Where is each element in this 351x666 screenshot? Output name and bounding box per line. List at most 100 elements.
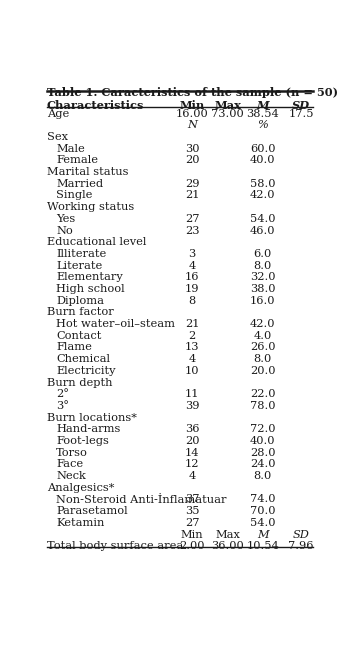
Text: 42.0: 42.0 [250, 319, 276, 329]
Text: 74.0: 74.0 [250, 494, 276, 504]
Text: 4: 4 [188, 354, 196, 364]
Text: 6.0: 6.0 [254, 249, 272, 259]
Text: Neck: Neck [56, 471, 86, 481]
Text: 28.0: 28.0 [250, 448, 276, 458]
Text: 36.00: 36.00 [211, 541, 244, 551]
Text: 12: 12 [185, 460, 199, 470]
Text: High school: High school [56, 284, 125, 294]
Text: 22.0: 22.0 [250, 389, 276, 399]
Text: Burn factor: Burn factor [47, 308, 113, 318]
Text: 54.0: 54.0 [250, 518, 276, 528]
Text: 7.96: 7.96 [288, 541, 314, 551]
Text: 16.0: 16.0 [250, 296, 276, 306]
Text: 39: 39 [185, 401, 199, 411]
Text: 8.0: 8.0 [254, 354, 272, 364]
Text: 32.0: 32.0 [250, 272, 276, 282]
Text: 38.54: 38.54 [246, 109, 279, 119]
Text: 23: 23 [185, 226, 199, 236]
Text: Torso: Torso [56, 448, 88, 458]
Text: 26.0: 26.0 [250, 342, 276, 352]
Text: %: % [258, 121, 268, 131]
Text: Working status: Working status [47, 202, 134, 212]
Text: 21: 21 [185, 319, 199, 329]
Text: Illiterate: Illiterate [56, 249, 106, 259]
Text: Table 1. Caracteristics of the sample (n = 50): Table 1. Caracteristics of the sample (n… [47, 87, 338, 98]
Text: 73.00: 73.00 [211, 109, 244, 119]
Text: Diploma: Diploma [56, 296, 104, 306]
Text: Characteristics: Characteristics [47, 101, 144, 111]
Text: 16: 16 [185, 272, 199, 282]
Text: SD: SD [292, 101, 310, 111]
Text: Sex: Sex [47, 132, 68, 142]
Text: M: M [257, 529, 269, 539]
Text: 4: 4 [188, 471, 196, 481]
Text: 3: 3 [188, 249, 196, 259]
Text: 8: 8 [188, 296, 196, 306]
Text: Married: Married [56, 178, 103, 188]
Text: 11: 11 [185, 389, 199, 399]
Text: 60.0: 60.0 [250, 144, 276, 154]
Text: 16.00: 16.00 [176, 109, 208, 119]
Text: 14: 14 [185, 448, 199, 458]
Text: Female: Female [56, 155, 98, 165]
Text: 78.0: 78.0 [250, 401, 276, 411]
Text: Non-Steroid Anti-İnflamatuar: Non-Steroid Anti-İnflamatuar [56, 494, 227, 505]
Text: Parasetamol: Parasetamol [56, 506, 128, 516]
Text: Face: Face [56, 460, 83, 470]
Text: Total body surface area: Total body surface area [47, 541, 183, 551]
Text: 37: 37 [185, 494, 199, 504]
Text: 2.00: 2.00 [179, 541, 205, 551]
Text: Flame: Flame [56, 342, 92, 352]
Text: 8.0: 8.0 [254, 260, 272, 270]
Text: SD: SD [292, 529, 309, 539]
Text: 40.0: 40.0 [250, 436, 276, 446]
Text: Max: Max [215, 529, 240, 539]
Text: M: M [257, 101, 269, 111]
Text: 4.0: 4.0 [254, 331, 272, 341]
Text: Marital status: Marital status [47, 167, 128, 177]
Text: Burn locations*: Burn locations* [47, 413, 137, 423]
Text: Analgesics*: Analgesics* [47, 483, 114, 493]
Text: 2: 2 [188, 331, 196, 341]
Text: Foot-legs: Foot-legs [56, 436, 109, 446]
Text: 4: 4 [188, 260, 196, 270]
Text: 10.54: 10.54 [246, 541, 279, 551]
Text: 72.0: 72.0 [250, 424, 276, 434]
Text: 13: 13 [185, 342, 199, 352]
Text: Min: Min [181, 529, 204, 539]
Text: 42.0: 42.0 [250, 190, 276, 200]
Text: N: N [187, 121, 197, 131]
Text: Educational level: Educational level [47, 237, 146, 247]
Text: 38.0: 38.0 [250, 284, 276, 294]
Text: 17.5: 17.5 [288, 109, 314, 119]
Text: 54.0: 54.0 [250, 214, 276, 224]
Text: 3°: 3° [56, 401, 69, 411]
Text: Elementary: Elementary [56, 272, 123, 282]
Text: 20: 20 [185, 436, 199, 446]
Text: Burn depth: Burn depth [47, 378, 112, 388]
Text: Yes: Yes [56, 214, 75, 224]
Text: 19: 19 [185, 284, 199, 294]
Text: 20: 20 [185, 155, 199, 165]
Text: No: No [56, 226, 73, 236]
Text: Literate: Literate [56, 260, 102, 270]
Text: 24.0: 24.0 [250, 460, 276, 470]
Text: Ketamin: Ketamin [56, 518, 105, 528]
Text: Age: Age [47, 109, 69, 119]
Text: 70.0: 70.0 [250, 506, 276, 516]
Text: 21: 21 [185, 190, 199, 200]
Text: Contact: Contact [56, 331, 101, 341]
Text: 20.0: 20.0 [250, 366, 276, 376]
Text: 36: 36 [185, 424, 199, 434]
Text: 58.0: 58.0 [250, 178, 276, 188]
Text: Hot water–oil–steam: Hot water–oil–steam [56, 319, 175, 329]
Text: 40.0: 40.0 [250, 155, 276, 165]
Text: 46.0: 46.0 [250, 226, 276, 236]
Text: 2°: 2° [56, 389, 69, 399]
Text: Male: Male [56, 144, 85, 154]
Text: 30: 30 [185, 144, 199, 154]
Text: Min: Min [179, 101, 205, 111]
Text: 10: 10 [185, 366, 199, 376]
Text: Max: Max [214, 101, 241, 111]
Text: Single: Single [56, 190, 93, 200]
